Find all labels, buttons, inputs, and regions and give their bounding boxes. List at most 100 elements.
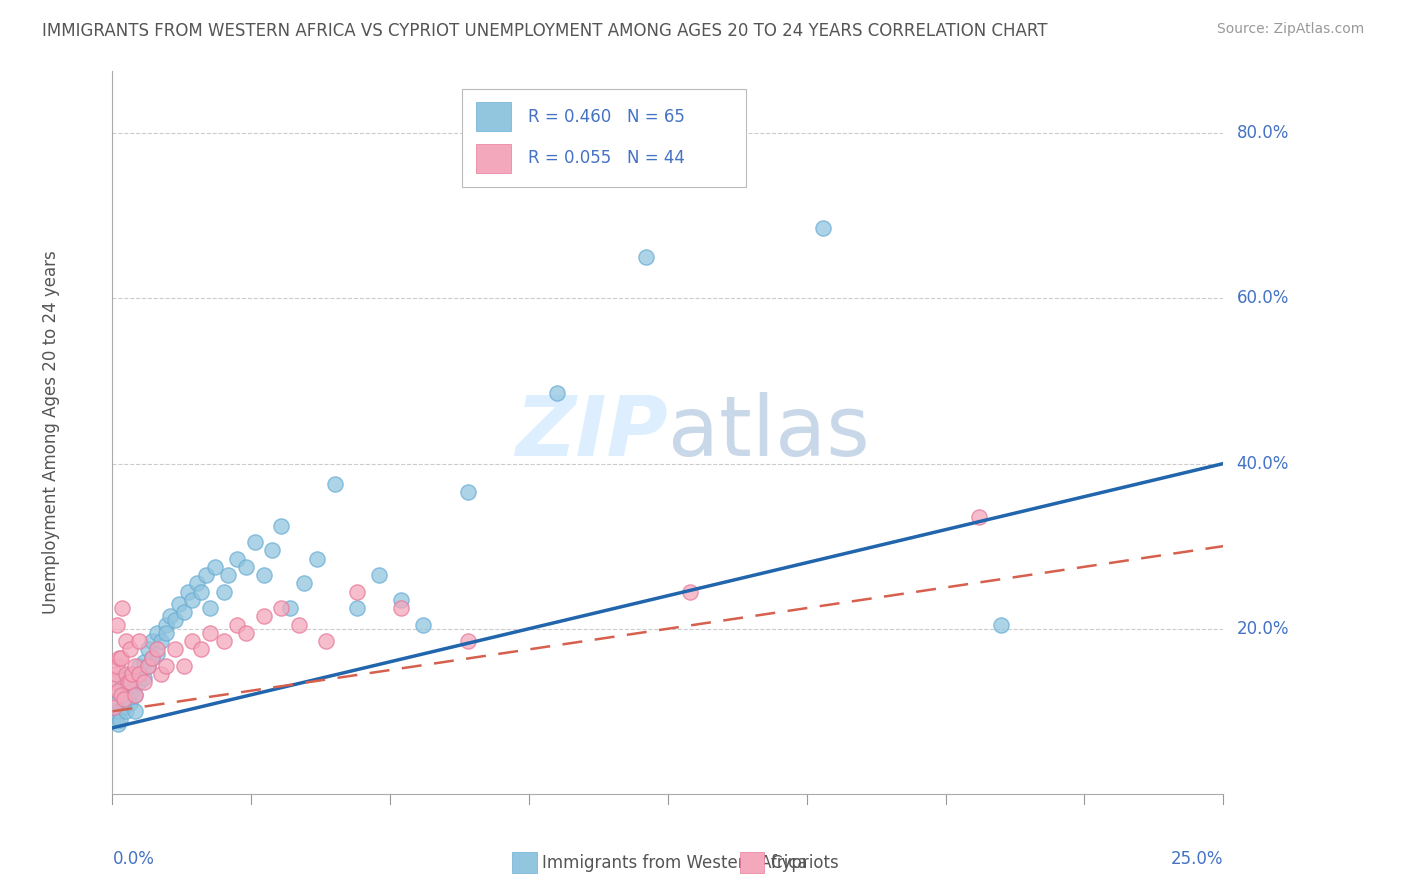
Point <box>368 568 391 582</box>
Point <box>990 617 1012 632</box>
Point <box>124 704 146 718</box>
Point <box>167 597 190 611</box>
Point <box>105 696 128 710</box>
Point <box>181 592 204 607</box>
Point <box>173 605 195 619</box>
Point <box>136 659 159 673</box>
Point <box>252 609 274 624</box>
Point <box>305 551 328 566</box>
Point <box>252 568 274 582</box>
Point <box>194 568 217 582</box>
Point <box>270 518 292 533</box>
Point <box>114 634 136 648</box>
Point <box>117 692 139 706</box>
Point <box>114 667 136 681</box>
Point <box>114 671 136 685</box>
Point <box>124 671 146 685</box>
Point <box>288 617 311 632</box>
Point <box>132 675 155 690</box>
Bar <box>475 103 512 131</box>
Point <box>110 688 132 702</box>
Point <box>136 659 159 673</box>
Point <box>108 650 131 665</box>
Point <box>111 601 134 615</box>
Point <box>132 655 155 669</box>
Text: 60.0%: 60.0% <box>1236 289 1289 308</box>
Bar <box>740 852 765 873</box>
Point <box>155 617 177 632</box>
Point <box>212 584 235 599</box>
Point <box>546 386 568 401</box>
Point <box>132 671 155 685</box>
Point <box>124 688 146 702</box>
Point <box>136 642 159 657</box>
Point <box>967 510 990 524</box>
Point <box>110 671 132 685</box>
Point <box>120 642 142 657</box>
Text: ZIP: ZIP <box>515 392 668 473</box>
Point <box>181 634 204 648</box>
Text: 25.0%: 25.0% <box>1171 850 1223 868</box>
Text: 0.0%: 0.0% <box>112 850 155 868</box>
Point <box>346 584 368 599</box>
Point <box>141 650 163 665</box>
Text: 40.0%: 40.0% <box>1236 455 1289 473</box>
Point <box>141 634 163 648</box>
Point <box>412 617 434 632</box>
Point <box>155 659 177 673</box>
Point <box>107 683 129 698</box>
Point <box>117 675 139 690</box>
Text: Source: ZipAtlas.com: Source: ZipAtlas.com <box>1216 22 1364 37</box>
Point <box>141 650 163 665</box>
Point <box>457 634 479 648</box>
Point <box>186 576 208 591</box>
Point <box>235 559 257 574</box>
Point <box>173 659 195 673</box>
Point <box>146 625 169 640</box>
Point <box>110 650 132 665</box>
Point <box>813 221 835 235</box>
FancyBboxPatch shape <box>463 89 745 187</box>
Point <box>103 700 125 714</box>
Text: IMMIGRANTS FROM WESTERN AFRICA VS CYPRIOT UNEMPLOYMENT AMONG AGES 20 TO 24 YEARS: IMMIGRANTS FROM WESTERN AFRICA VS CYPRIO… <box>42 22 1047 40</box>
Point <box>105 659 128 673</box>
Point <box>112 700 135 714</box>
Point <box>146 647 169 661</box>
Point <box>163 614 186 628</box>
Point <box>115 688 138 702</box>
Point <box>124 688 146 702</box>
Point <box>128 634 150 648</box>
Point <box>200 625 222 640</box>
Point <box>155 625 177 640</box>
Point <box>225 617 247 632</box>
Point <box>111 688 134 702</box>
Point <box>278 601 301 615</box>
Point <box>204 559 226 574</box>
Point <box>457 485 479 500</box>
Point <box>110 713 132 727</box>
Point <box>128 667 150 681</box>
Point <box>315 634 337 648</box>
Point <box>128 675 150 690</box>
Point <box>243 535 266 549</box>
Text: R = 0.055   N = 44: R = 0.055 N = 44 <box>527 149 685 167</box>
Bar <box>475 144 512 172</box>
Text: Unemployment Among Ages 20 to 24 years: Unemployment Among Ages 20 to 24 years <box>42 251 60 615</box>
Point <box>150 667 173 681</box>
Point <box>217 568 239 582</box>
Point <box>177 584 200 599</box>
Point <box>679 584 702 599</box>
Point <box>104 667 127 681</box>
Point <box>190 584 212 599</box>
Point <box>120 675 142 690</box>
Point <box>262 543 284 558</box>
Point <box>235 625 257 640</box>
Point <box>114 704 136 718</box>
Point <box>159 609 181 624</box>
Point <box>105 617 128 632</box>
Point <box>389 592 412 607</box>
Point <box>146 642 169 657</box>
Point <box>110 680 132 694</box>
Bar <box>512 852 537 873</box>
Point <box>292 576 315 591</box>
